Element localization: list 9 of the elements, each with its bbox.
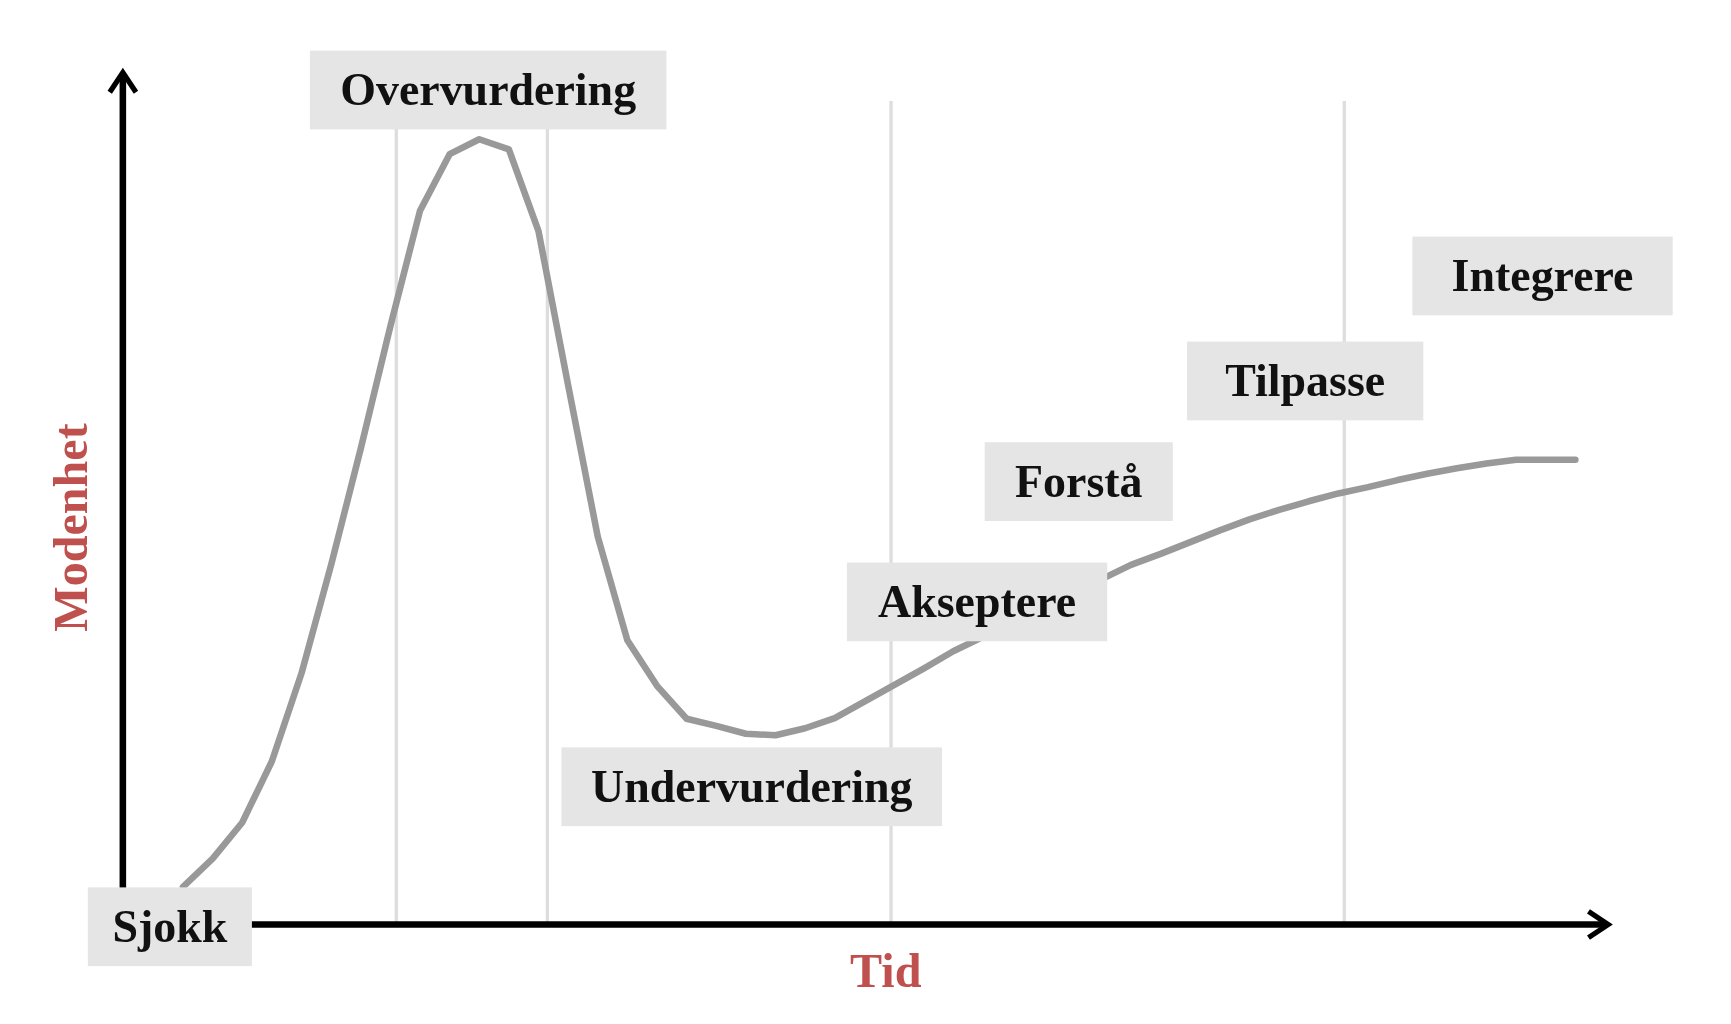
- y-axis-title: Modenhet: [43, 423, 97, 632]
- annotation: Forstå: [1015, 455, 1143, 507]
- annotation: Tilpasse: [1225, 355, 1386, 407]
- annotation: Sjokk: [112, 901, 228, 953]
- text: Overvurdering: [340, 64, 637, 116]
- annotation: Akseptere: [878, 576, 1077, 628]
- x-axis-title: Tid: [850, 943, 922, 997]
- annotation: Integrere: [1451, 250, 1634, 302]
- annotation: Undervurdering: [591, 761, 913, 813]
